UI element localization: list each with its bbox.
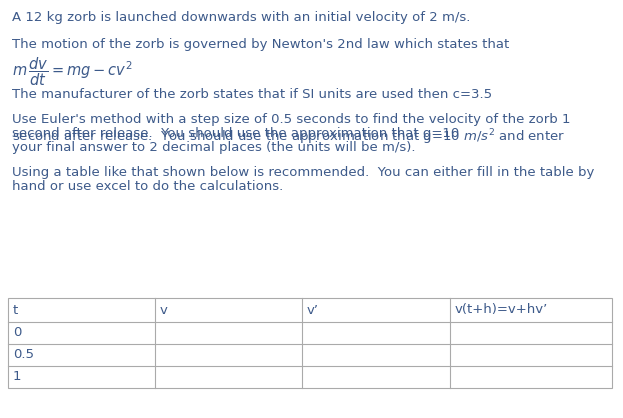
Text: 0: 0 — [13, 326, 21, 339]
Text: 0.5: 0.5 — [13, 349, 34, 362]
Text: v(t+h)=v+hv’: v(t+h)=v+hv’ — [455, 303, 548, 316]
Text: t: t — [13, 303, 18, 316]
Text: Using a table like that shown below is recommended.  You can either fill in the : Using a table like that shown below is r… — [12, 166, 594, 179]
Text: The motion of the zorb is governed by Newton's 2nd law which states that: The motion of the zorb is governed by Ne… — [12, 38, 509, 51]
Text: Use Euler's method with a step size of 0.5 seconds to find the velocity of the z: Use Euler's method with a step size of 0… — [12, 113, 571, 126]
Bar — [8, 298, 612, 388]
Text: 1: 1 — [13, 370, 22, 383]
Text: A 12 kg zorb is launched downwards with an initial velocity of 2 m/s.: A 12 kg zorb is launched downwards with … — [12, 11, 470, 24]
Text: your final answer to 2 decimal places (the units will be m/s).: your final answer to 2 decimal places (t… — [12, 141, 416, 154]
Text: v: v — [160, 303, 168, 316]
Text: second after release.  You should use the approximation that g=10 $m/s^2$ and en: second after release. You should use the… — [12, 127, 565, 147]
Text: The manufacturer of the zorb states that if SI units are used then c=3.5: The manufacturer of the zorb states that… — [12, 88, 492, 101]
Text: v’: v’ — [307, 303, 319, 316]
Text: second after release.  You should use the approximation that g=10: second after release. You should use the… — [12, 127, 464, 140]
Text: $m\,\dfrac{dv}{dt} = mg - cv^2$: $m\,\dfrac{dv}{dt} = mg - cv^2$ — [12, 55, 133, 87]
Text: hand or use excel to do the calculations.: hand or use excel to do the calculations… — [12, 180, 283, 193]
